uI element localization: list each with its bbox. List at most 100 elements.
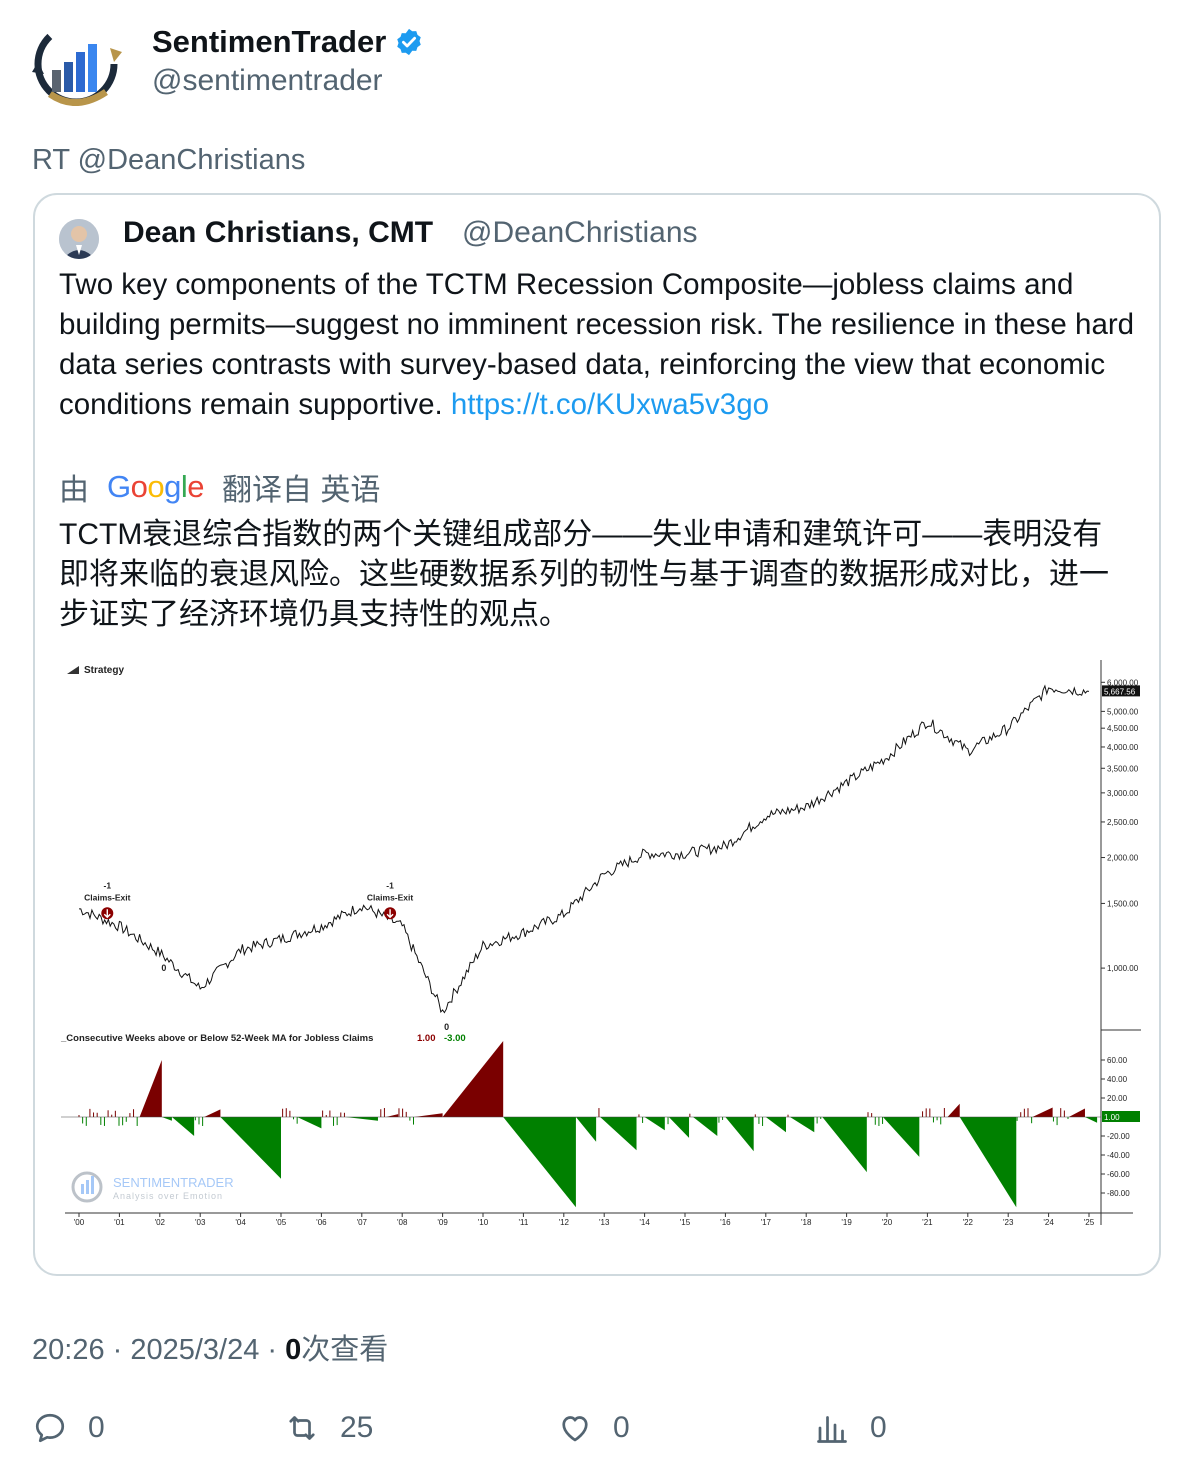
retweet-count: 25 [340, 1411, 374, 1444]
negative-area [668, 1117, 690, 1138]
like-button[interactable]: 0 [557, 1410, 630, 1446]
quote-text: Two key components of the TCTM Recession… [59, 265, 1139, 425]
negative-area [1084, 1117, 1098, 1123]
annotation-value: -1 [386, 880, 394, 890]
x-tick-label: '11 [518, 1218, 528, 1227]
author-name-text[interactable]: SentimenTrader [152, 24, 387, 59]
y-tick-label: 5,000.00 [1107, 707, 1139, 716]
x-tick-label: '20 [882, 1218, 893, 1227]
like-count: 0 [613, 1411, 630, 1444]
tweet-meta: 20:26 · 2025/3/24 · 0次查看 [32, 1326, 388, 1368]
lower-legend-value-2: -3.00 [444, 1033, 466, 1044]
positive-area [947, 1103, 960, 1117]
analytics-icon [817, 1416, 847, 1443]
watermark-tagline: Analysis over Emotion [113, 1191, 223, 1201]
lower-last-value-label: 1.00 [1104, 1113, 1120, 1122]
y-tick-label: 1,000.00 [1107, 964, 1139, 973]
x-tick-label: '24 [1043, 1218, 1054, 1227]
price-series-line [79, 684, 1090, 1014]
lower-y-tick-label: -80.00 [1107, 1189, 1130, 1198]
x-tick-label: '21 [922, 1218, 933, 1227]
views-button[interactable]: 0 [814, 1410, 887, 1446]
y-tick-label: 2,500.00 [1107, 818, 1139, 827]
negative-area [882, 1117, 920, 1157]
retweet-icon [289, 1416, 315, 1440]
quote-link[interactable]: https://t.co/KUxwa5v3go [450, 388, 770, 421]
positive-area [414, 1113, 443, 1117]
exit-arrow-icon [386, 909, 394, 919]
x-tick-label: '10 [478, 1218, 489, 1227]
timestamp[interactable]: 20:26 · 2025/3/24 · [32, 1334, 286, 1366]
sentimentrader-watermark: SENTIMENTRADER Analysis over Emotion [71, 1171, 234, 1203]
lower-last-value-box [1102, 1111, 1140, 1122]
strategy-title-group: Strategy [67, 665, 124, 676]
x-tick-label: '15 [680, 1218, 691, 1227]
x-tick-label: '13 [599, 1218, 610, 1227]
x-tick-label: '06 [316, 1218, 327, 1227]
chart-svg: Strategy 6,000.00 5,000.00 4,500.00 4,000.0… [60, 660, 1141, 1227]
author-name[interactable]: SentimenTrader [152, 24, 424, 60]
translation-attribution: 由 Google 翻译自 英语 [59, 465, 380, 509]
negative-area [171, 1117, 195, 1136]
retweet-label: RT @DeanChristians [32, 144, 306, 176]
x-tick-label: '01 [114, 1218, 125, 1227]
quote-author-avatar[interactable] [59, 219, 99, 259]
negative-area [600, 1117, 637, 1151]
y-tick-label: 3,500.00 [1107, 764, 1139, 773]
positive-area [139, 1060, 162, 1117]
annotation-label: Claims-Exit [367, 892, 413, 902]
x-tick-label: '19 [841, 1218, 852, 1227]
lower-y-tick-label: -40.00 [1107, 1151, 1130, 1160]
negative-area [345, 1117, 378, 1121]
quote-author-name[interactable]: Dean Christians, CMT [123, 216, 434, 249]
tweet-header: SentimenTrader @sentimentrader [30, 22, 1160, 112]
positive-area [1068, 1108, 1085, 1117]
lower-y-tick-label: 60.00 [1107, 1056, 1128, 1065]
retweet-button[interactable]: 25 [284, 1410, 373, 1446]
views-count: 0 [285, 1334, 302, 1366]
x-tick-label: '16 [720, 1218, 731, 1227]
negative-area [644, 1117, 665, 1131]
views-label: 次查看 [301, 1334, 389, 1366]
heart-icon [562, 1416, 588, 1442]
y-tick-label: 4,000.00 [1107, 743, 1139, 752]
x-tick-label: '12 [559, 1218, 570, 1227]
positive-area [442, 1041, 504, 1117]
negative-area [959, 1117, 1017, 1208]
lower-y-tick-label: -20.00 [1107, 1132, 1130, 1141]
translate-prefix: 由 [59, 474, 89, 507]
author-avatar[interactable] [30, 22, 126, 106]
x-tick-label: '22 [963, 1218, 974, 1227]
negative-area [503, 1117, 576, 1208]
y-tick-label: 3,000.00 [1107, 789, 1139, 798]
y-tick-label: 4,500.00 [1107, 724, 1139, 733]
annotation-value: -1 [103, 880, 111, 890]
annotation-zero: 0 [444, 1022, 449, 1032]
positive-area [386, 1114, 399, 1117]
x-tick-label: '02 [155, 1218, 166, 1227]
x-tick-label: '03 [195, 1218, 206, 1227]
x-tick-label: '00 [74, 1218, 85, 1227]
translated-text: TCTM衰退综合指数的两个关键组成部分——失业申请和建筑许可——表明没有即将来临… [59, 518, 1109, 631]
google-logo: Google [107, 469, 205, 504]
quoted-tweet[interactable]: Dean Christians, CMT @DeanChristians Two… [33, 193, 1161, 1276]
negative-area [725, 1117, 754, 1152]
quote-author-handle[interactable]: @DeanChristians [462, 216, 698, 249]
negative-area [822, 1117, 867, 1173]
reply-count: 0 [88, 1411, 105, 1444]
author-handle[interactable]: @sentimentrader [152, 64, 383, 97]
x-tick-label: '08 [397, 1218, 408, 1227]
negative-area [790, 1117, 815, 1133]
last-value-box [1102, 685, 1140, 697]
positive-area [204, 1109, 221, 1117]
reply-button[interactable]: 0 [32, 1410, 105, 1446]
x-tick-label: '09 [437, 1218, 448, 1227]
x-tick-label: '23 [1003, 1218, 1014, 1227]
negative-area [575, 1117, 597, 1142]
lower-y-tick-label: 20.00 [1107, 1094, 1128, 1103]
negative-area [220, 1117, 281, 1179]
lower-panel-title: _Consecutive Weeks above or Below 52-Wee… [60, 1033, 373, 1044]
x-tick-label: '18 [801, 1218, 812, 1227]
chart-image[interactable]: Strategy 6,000.00 5,000.00 4,500.00 4,000.0… [57, 650, 1147, 1230]
reply-icon [35, 1413, 65, 1443]
